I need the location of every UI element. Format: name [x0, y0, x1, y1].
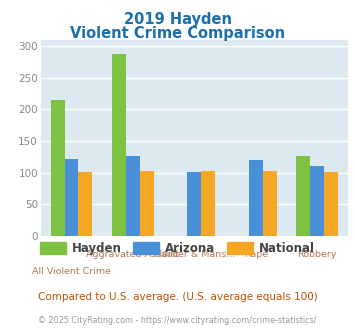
Text: 2019 Hayden: 2019 Hayden	[124, 12, 231, 26]
Text: Violent Crime Comparison: Violent Crime Comparison	[70, 26, 285, 41]
Bar	[126, 156, 140, 236]
Bar	[65, 159, 78, 236]
Bar	[310, 166, 324, 236]
Text: © 2025 CityRating.com - https://www.cityrating.com/crime-statistics/: © 2025 CityRating.com - https://www.city…	[38, 316, 317, 325]
Legend: Hayden, Arizona, National: Hayden, Arizona, National	[35, 237, 320, 260]
Bar	[112, 54, 126, 236]
Text: Aggravated Assault: Aggravated Assault	[86, 250, 180, 259]
Text: Robbery: Robbery	[297, 250, 337, 259]
Bar	[249, 160, 263, 236]
Bar	[324, 172, 338, 236]
Text: All Violent Crime: All Violent Crime	[32, 267, 111, 276]
Bar	[140, 171, 154, 236]
Bar	[263, 171, 277, 236]
Bar	[78, 172, 92, 236]
Bar	[201, 171, 215, 236]
Text: Murder & Mans...: Murder & Mans...	[154, 250, 235, 259]
Text: Compared to U.S. average. (U.S. average equals 100): Compared to U.S. average. (U.S. average …	[38, 292, 317, 302]
Text: Rape: Rape	[244, 250, 268, 259]
Bar	[187, 172, 201, 236]
Bar	[51, 100, 65, 236]
Bar	[296, 155, 310, 236]
